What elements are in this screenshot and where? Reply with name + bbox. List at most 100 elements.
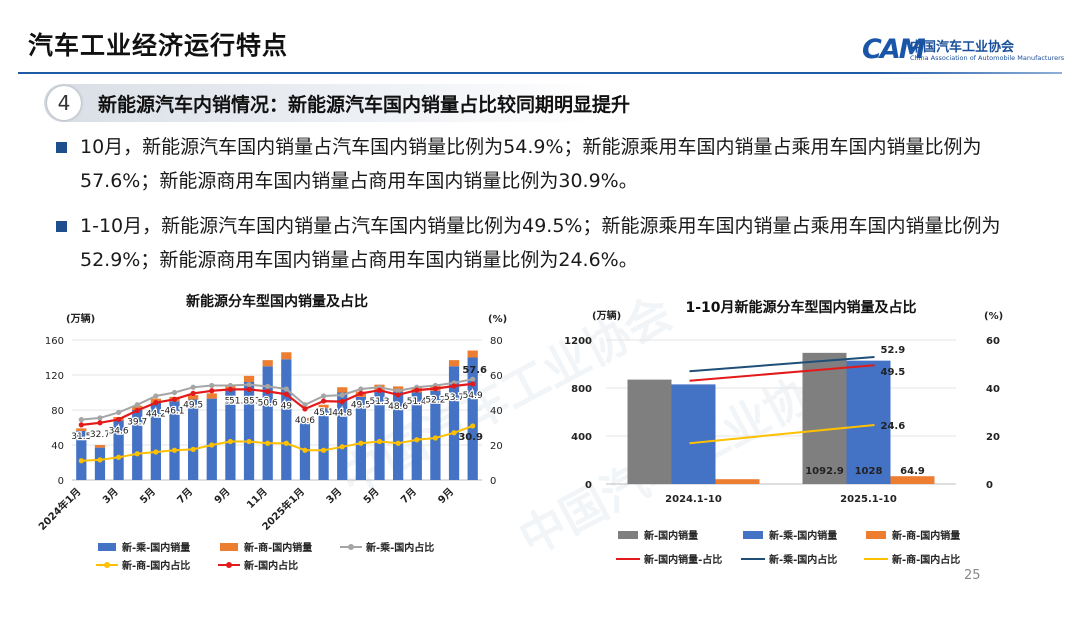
- line-total-share-point: [283, 391, 289, 397]
- left-axis-unit: (万辆): [66, 312, 95, 325]
- line-passenger-share-point: [227, 382, 234, 389]
- line-commercial-share-point: [302, 447, 308, 453]
- section-number: 4: [47, 86, 81, 120]
- share-data-label: 49: [281, 401, 293, 411]
- line-passenger-share-point: [190, 384, 196, 390]
- bar-commercial-sales: [467, 350, 478, 358]
- line-passenger-share-point: [246, 382, 252, 388]
- x-tick-label: 11月: [244, 486, 269, 511]
- share-data-label: 50.6: [258, 398, 278, 408]
- line-passenger-share-point: [339, 392, 345, 398]
- right-tick-label: 80: [490, 336, 503, 347]
- line-commercial-share-point: [246, 438, 252, 445]
- line-passenger-share: [689, 356, 875, 373]
- line-total-share-point: [134, 407, 140, 414]
- bar-passenger-sales: [671, 384, 716, 484]
- left-tick-label: 0: [585, 480, 592, 491]
- section-header-background: [44, 84, 604, 122]
- right-tick-label: 0: [490, 476, 496, 487]
- bar-passenger-sales: [169, 401, 180, 480]
- share-data-label: 48.6: [388, 402, 408, 412]
- share-data-label: 31.5: [71, 432, 91, 442]
- left-tick-label: 0: [58, 476, 64, 487]
- share-data-label: 40.6: [295, 416, 315, 426]
- line-passenger-share-point: [320, 393, 327, 399]
- bar-commercial-sales: [76, 428, 87, 431]
- x-tick-label: 3月: [100, 486, 120, 506]
- line-commercial-share: [689, 423, 875, 445]
- right-tick-label: 20: [490, 441, 503, 452]
- right-tick-label: 0: [986, 480, 993, 491]
- line-total-share-point: [395, 392, 401, 398]
- line-commercial-share-point: [358, 440, 364, 446]
- line-total-share-point: [414, 387, 420, 393]
- bar-commercial-sales: [337, 387, 348, 393]
- right-tick-label: 40: [490, 406, 503, 417]
- title-divider: [18, 72, 1062, 74]
- section-header: 4 新能源汽车内销情况：新能源汽车国内销量占比较同期明显提升: [44, 84, 1044, 122]
- x-tick-label: 2024年1月: [35, 485, 83, 533]
- bar-commercial-sales: [262, 360, 273, 367]
- line-commercial-share-point: [153, 449, 159, 455]
- x-tick-label: 2024.1-10: [665, 494, 722, 505]
- line-total-share-point: [153, 400, 159, 406]
- share-data-label: 39.7: [127, 418, 147, 428]
- line-passenger-share-point: [171, 389, 178, 396]
- bar-commercial-sales: [281, 352, 292, 360]
- line-total-share-point: [451, 383, 457, 389]
- bar-passenger-sales: [150, 403, 161, 480]
- line-commercial-share-point: [470, 423, 476, 429]
- bar-passenger-sales: [188, 399, 199, 480]
- x-tick-label: 7月: [398, 486, 418, 506]
- line-passenger-share-point: [115, 409, 122, 416]
- bar-commercial-sales: [318, 404, 329, 409]
- line-total-share-point: [190, 390, 196, 396]
- share-data-label: 49.5: [351, 400, 371, 410]
- share-data-label: 45.1: [314, 408, 334, 418]
- line-value-label: 49.5: [881, 367, 906, 378]
- left-tick-label: 40: [51, 441, 64, 452]
- bar-passenger-sales: [132, 410, 143, 480]
- bullet-square-icon: [56, 221, 67, 232]
- legend-label: 新-乘-国内占比: [366, 541, 434, 554]
- line-commercial-share-point: [190, 446, 196, 452]
- bar-passenger-sales: [225, 389, 236, 480]
- line-total-share-point: [432, 386, 439, 392]
- x-tick-label: 9月: [436, 486, 456, 506]
- monthly-nev-domestic-sales-chart: 新能源分车型国内销量及占比 (万辆) (%) 0 40 80 120 160 0 20 40 60 80…: [35, 293, 507, 572]
- right-axis-unit: (%): [984, 311, 1003, 322]
- bar-value-label: 1092.9: [805, 466, 844, 477]
- line-commercial-share-point: [320, 447, 327, 453]
- legend-marker: [104, 562, 110, 568]
- bar-passenger-sales: [94, 447, 106, 480]
- bar-passenger-sales: [374, 389, 385, 480]
- legend-label: 新-乘-国内占比: [769, 553, 837, 566]
- bar-value-label: 64.9: [900, 466, 925, 477]
- share-data-label: 49.5: [183, 400, 203, 410]
- left-tick-label: 120: [45, 371, 64, 382]
- right-tick-label: 60: [490, 371, 503, 382]
- x-tick-label: 9月: [212, 486, 232, 506]
- left-axis-unit: (万辆): [592, 309, 621, 322]
- bullet-text: 10月，新能源汽车国内销量占汽车国内销量比例为54.9%；新能源乘用车国内销量占…: [80, 136, 982, 192]
- legend-label: 新-商-国内占比: [892, 553, 960, 566]
- legend-swatch: [618, 531, 638, 539]
- share-data-label: 52.2: [425, 396, 445, 406]
- legend-label: 新-乘-国内销量: [122, 541, 190, 554]
- line-commercial-share-point: [171, 447, 178, 453]
- passenger-share-label: 57.6: [462, 365, 487, 376]
- left-tick-label: 400: [571, 432, 592, 443]
- line-commercial-share-point: [134, 451, 140, 457]
- line-total-share-point: [246, 386, 252, 392]
- line-value-label: 24.6: [881, 421, 906, 432]
- line-commercial-share-point: [78, 458, 84, 464]
- bar-passenger-sales: [262, 366, 273, 480]
- line-commercial-share-point: [115, 454, 122, 460]
- bar-commercial-sales: [448, 360, 460, 367]
- right-tick-label: 60: [986, 336, 1000, 347]
- line-total-share-point: [302, 406, 308, 412]
- line-total-share-point: [209, 388, 215, 394]
- share-data-label: 53.7: [444, 393, 464, 403]
- line-total-share-point: [227, 386, 234, 392]
- x-tick-label: 2025.1-10: [840, 494, 897, 505]
